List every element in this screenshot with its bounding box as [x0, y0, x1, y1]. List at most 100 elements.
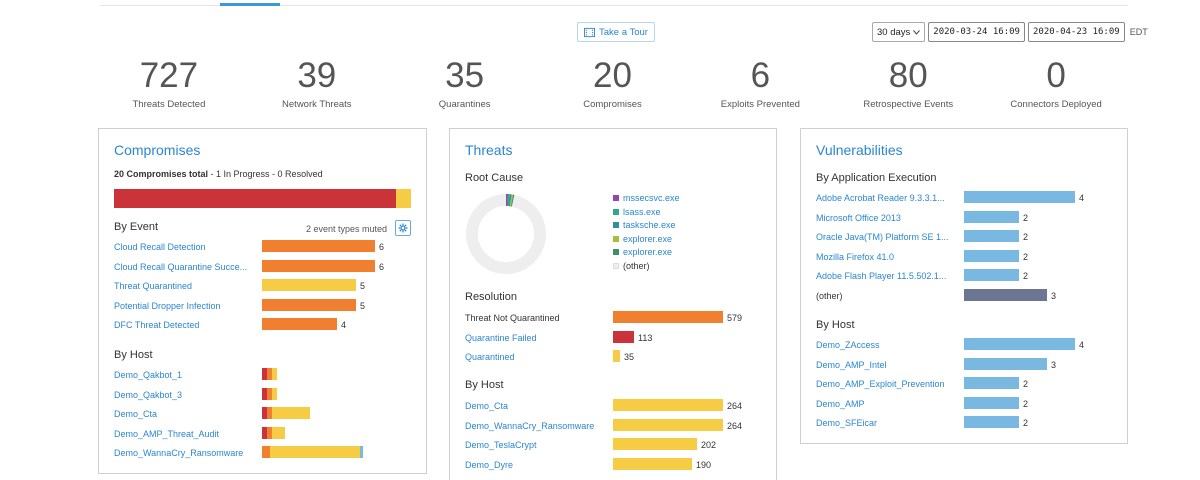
- vuln-host-label[interactable]: Demo_ZAccess: [816, 340, 880, 350]
- app-label[interactable]: Microsoft Office 2013: [816, 212, 901, 223]
- stat-card[interactable]: 0 Connectors Deployed: [982, 57, 1130, 111]
- host-label[interactable]: Demo_AMP_Threat_Audit: [114, 428, 220, 439]
- root-cause-legend-item[interactable]: explorer.exe: [613, 247, 672, 257]
- root-cause-legend-item[interactable]: explorer.exe: [613, 234, 672, 244]
- vuln-host-label[interactable]: Demo_AMP_Intel: [816, 359, 887, 370]
- stat-card[interactable]: 35 Quarantines: [391, 57, 539, 111]
- app-bar[interactable]: [964, 191, 1075, 203]
- vuln-host-bar[interactable]: [964, 338, 1075, 350]
- app-bar[interactable]: [964, 288, 1047, 301]
- event-label[interactable]: Cloud Recall Detection: [114, 242, 206, 252]
- host-bar-orange-segment[interactable]: [262, 446, 270, 458]
- event-count: 5: [360, 281, 366, 291]
- event-label[interactable]: DFC Threat Detected: [114, 320, 200, 330]
- vuln-host-bar[interactable]: [964, 357, 1047, 370]
- resolution-label[interactable]: Quarantined: [465, 352, 515, 362]
- by-event-heading: By Event: [114, 221, 159, 233]
- host-bar-red-segment[interactable]: [262, 426, 267, 439]
- threat-host-bar[interactable]: [613, 399, 723, 411]
- event-label[interactable]: Potential Dropper Infection: [114, 300, 221, 311]
- vuln-host-label[interactable]: Demo_AMP: [816, 398, 865, 409]
- root-cause-legend-item[interactable]: tasksche.exe: [613, 220, 676, 230]
- app-label[interactable]: Adobe Acrobat Reader 9.3.3.1...: [816, 193, 945, 203]
- root-cause-donut-chart[interactable]: [465, 193, 547, 275]
- host-bar-red-segment[interactable]: [262, 407, 267, 419]
- host-label[interactable]: Demo_WannaCry_Ransomware: [114, 448, 244, 458]
- compromises-title[interactable]: Compromises: [114, 142, 201, 158]
- app-bar[interactable]: [964, 210, 1019, 223]
- app-label[interactable]: Mozilla Firefox 41.0: [816, 251, 895, 262]
- app-count: 2: [1023, 232, 1029, 242]
- stat-card[interactable]: 20 Compromises: [539, 57, 687, 111]
- resolution-bar[interactable]: [613, 330, 634, 343]
- event-bar[interactable]: [262, 240, 375, 252]
- event-label[interactable]: Threat Quarantined: [114, 281, 193, 291]
- host-bar-yellow-segment[interactable]: [270, 446, 360, 458]
- host-bar-red-segment[interactable]: [262, 387, 267, 400]
- host-stacked-bar[interactable]: [262, 426, 285, 439]
- threat-host-label[interactable]: Demo_Dyre: [465, 459, 514, 470]
- event-bar[interactable]: [262, 259, 375, 272]
- vuln-host-label[interactable]: Demo_SFEicar: [816, 418, 878, 428]
- resolution-bar[interactable]: [613, 311, 723, 323]
- host-bar-yellow-segment[interactable]: [272, 407, 310, 419]
- vulnerabilities-title[interactable]: Vulnerabilities: [816, 142, 903, 158]
- root-cause-legend-item[interactable]: mssecsvc.exe: [613, 193, 680, 203]
- event-bar[interactable]: [262, 279, 356, 291]
- host-bar-orange-segment[interactable]: [267, 387, 272, 400]
- host-bar-orange-segment[interactable]: [267, 426, 272, 439]
- threat-host-label[interactable]: Demo_Cta: [465, 401, 509, 411]
- app-bar[interactable]: [964, 230, 1019, 242]
- date-from-field[interactable]: 2020-03-24 16:09: [928, 22, 1025, 42]
- event-bar[interactable]: [262, 298, 356, 311]
- stat-card[interactable]: 727 Threats Detected: [95, 57, 243, 111]
- stat-card[interactable]: 80 Retrospective Events: [834, 57, 982, 111]
- app-bar[interactable]: [964, 249, 1019, 262]
- vuln-host-bar[interactable]: [964, 377, 1019, 389]
- vuln-host-label[interactable]: Demo_AMP_Exploit_Prevention: [816, 379, 945, 389]
- host-bar-red-segment[interactable]: [262, 368, 267, 380]
- host-label[interactable]: Demo_Qakbot_3: [114, 389, 183, 400]
- top-divider: [100, 5, 1128, 6]
- take-a-tour-button[interactable]: Take a Tour: [577, 22, 655, 42]
- host-stacked-bar[interactable]: [262, 387, 277, 400]
- app-bar[interactable]: [964, 269, 1019, 281]
- host-bar-blue-segment[interactable]: [360, 446, 363, 458]
- root-cause-legend-item[interactable]: lsass.exe: [613, 207, 661, 217]
- event-bar[interactable]: [262, 318, 337, 330]
- host-bar-yellow-segment[interactable]: [272, 368, 277, 380]
- host-stacked-bar[interactable]: [262, 446, 363, 458]
- threat-host-label[interactable]: Demo_TeslaCrypt: [465, 440, 537, 450]
- event-label[interactable]: Cloud Recall Quarantine Succe...: [114, 261, 248, 272]
- host-bar-orange-segment[interactable]: [267, 407, 272, 419]
- compromises-summary-bar[interactable]: [114, 189, 411, 208]
- date-to-field[interactable]: 2020-04-23 16:09: [1027, 22, 1125, 42]
- host-bar-yellow-segment[interactable]: [272, 387, 277, 400]
- threat-host-bar[interactable]: [613, 438, 697, 450]
- app-label[interactable]: Oracle Java(TM) Platform SE 1...: [816, 232, 949, 242]
- resolution-bar[interactable]: [613, 350, 620, 362]
- threat-host-label[interactable]: Demo_WannaCry_Ransomware: [465, 420, 595, 431]
- resolution-label[interactable]: Quarantine Failed: [465, 332, 537, 343]
- vulnerability-by-host-heading: By Host: [816, 319, 855, 331]
- vuln-host-bar[interactable]: [964, 396, 1019, 409]
- stat-card[interactable]: 39 Network Threats: [243, 57, 391, 111]
- stat-card[interactable]: 6 Exploits Prevented: [686, 57, 834, 111]
- donut-other-slice[interactable]: [466, 194, 546, 274]
- vuln-host-bar[interactable]: [964, 416, 1019, 428]
- threat-host-bar[interactable]: [613, 418, 723, 431]
- host-label[interactable]: Demo_Qakbot_1: [114, 370, 183, 380]
- host-stacked-bar[interactable]: [262, 407, 310, 419]
- threat-host-bar[interactable]: [613, 457, 692, 470]
- host-bar-orange-segment[interactable]: [267, 368, 272, 380]
- summary-bar-red-segment[interactable]: [114, 189, 397, 208]
- app-label[interactable]: Adobe Flash Player 11.5.502.1...: [816, 271, 947, 281]
- summary-bar-yellow-segment[interactable]: [396, 189, 411, 208]
- host-stacked-bar[interactable]: [262, 368, 277, 380]
- active-tab-indicator: [220, 3, 280, 6]
- muted-settings-button[interactable]: [395, 220, 411, 236]
- host-bar-yellow-segment[interactable]: [272, 426, 285, 439]
- threats-title[interactable]: Threats: [465, 142, 513, 158]
- range-select[interactable]: 30 days: [872, 22, 926, 42]
- host-label[interactable]: Demo_Cta: [114, 409, 158, 419]
